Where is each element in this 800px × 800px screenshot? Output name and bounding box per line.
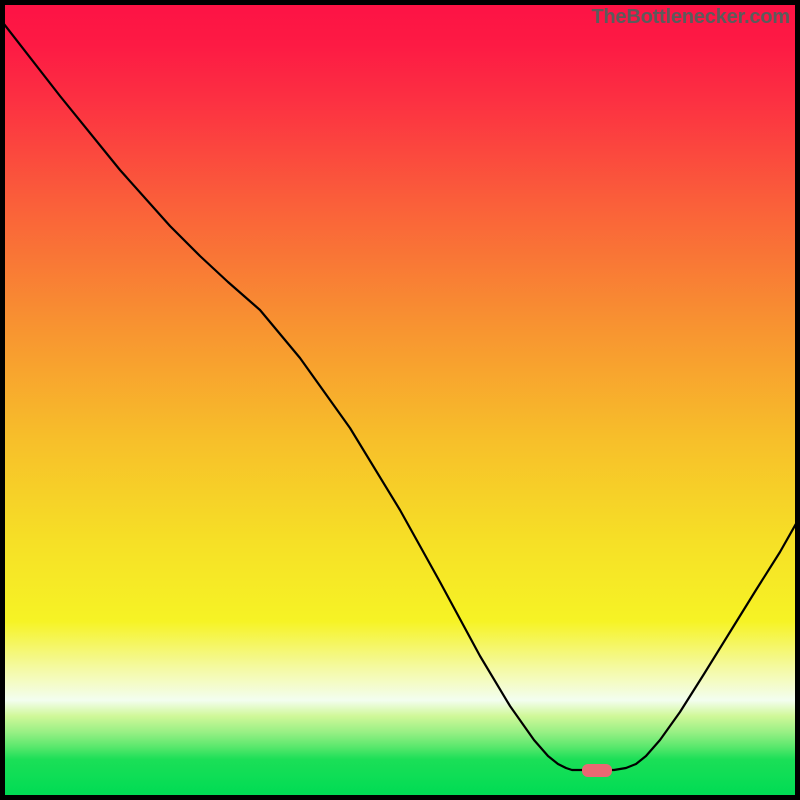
chart-frame: TheBottlenecker.com	[0, 0, 800, 800]
bottleneck-chart	[0, 0, 800, 800]
heat-gradient-background	[5, 5, 795, 795]
optimum-marker	[582, 764, 612, 777]
watermark-label: TheBottlenecker.com	[592, 6, 791, 29]
